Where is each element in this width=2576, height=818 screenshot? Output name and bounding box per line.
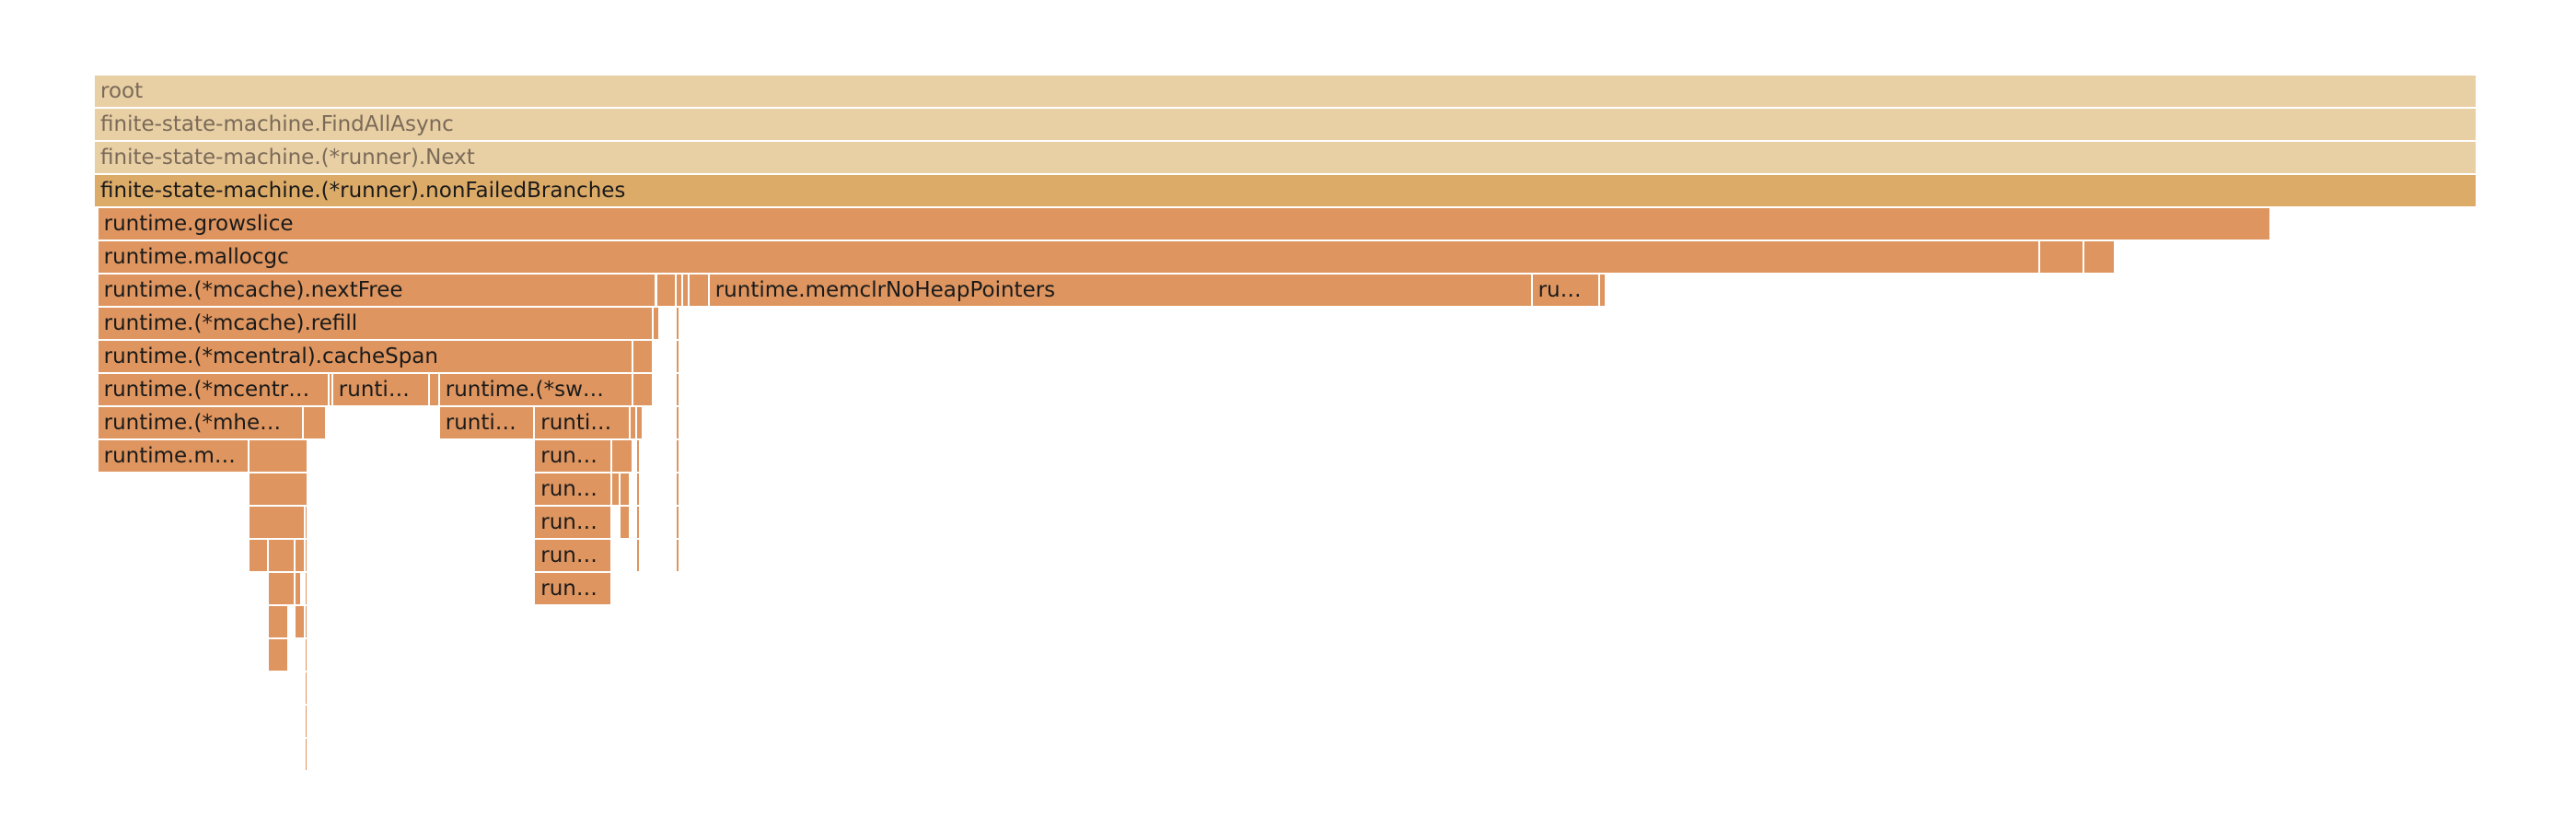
flame-frame[interactable]	[633, 374, 654, 405]
flame-frame[interactable]: runtime.(*mcentr…	[98, 374, 331, 405]
flame-frame[interactable]	[637, 540, 641, 571]
flame-frame[interactable]: finite-state-machine.FindAllAsync	[95, 109, 2477, 140]
flame-frame[interactable]: runtime.(*mcentral).cacheSpan	[98, 341, 634, 372]
flame-frame-label: runtime.(*mcache).refill	[103, 311, 358, 335]
flame-frame-label: runtime.m…	[103, 444, 236, 468]
flame-frame-label: run…	[540, 543, 598, 567]
flame-frame-label: finite-state-machine.(*runner).nonFailed…	[100, 179, 626, 203]
flame-frame[interactable]	[2039, 241, 2084, 273]
flame-frame[interactable]	[2083, 241, 2116, 273]
flame-frame[interactable]	[305, 639, 309, 671]
flame-frame-label: finite-state-machine.(*runner).Next	[100, 146, 475, 169]
flame-frame[interactable]	[305, 672, 309, 704]
flame-frame[interactable]	[295, 606, 306, 637]
flame-frame-label: runti…	[540, 411, 612, 435]
flame-frame[interactable]	[249, 507, 306, 538]
flame-frame[interactable]: root	[95, 76, 2477, 107]
flame-frame[interactable]	[249, 473, 309, 505]
flame-frame-label: run…	[540, 577, 598, 601]
flame-frame-label: run…	[540, 444, 598, 468]
flame-frame[interactable]	[637, 440, 641, 472]
flame-frame[interactable]	[269, 573, 296, 604]
flame-frame[interactable]: runtime.growslice	[98, 208, 2271, 240]
flame-frame-label: ru…	[1537, 278, 1582, 302]
flame-frame-label: runtime.mallocgc	[103, 245, 289, 269]
flame-frame[interactable]: runtime.(*mhe…	[98, 407, 304, 438]
flame-frame[interactable]	[676, 540, 680, 571]
flame-frame[interactable]	[612, 473, 621, 505]
flame-frame[interactable]	[305, 739, 309, 770]
flame-frame[interactable]: run…	[535, 507, 613, 538]
flame-frame-label: runtime.(*sw…	[445, 378, 604, 402]
flame-frame[interactable]	[249, 440, 309, 472]
flame-frame[interactable]	[676, 407, 680, 438]
flame-frame[interactable]	[305, 507, 309, 538]
flame-frame[interactable]	[633, 341, 654, 372]
flame-frame[interactable]	[305, 706, 309, 737]
flame-frame[interactable]	[269, 606, 289, 637]
flame-frame[interactable]	[656, 275, 677, 306]
flame-frame[interactable]: runtime.(*mcache).nextFree	[98, 275, 657, 306]
flame-frame[interactable]	[637, 507, 641, 538]
flame-frame[interactable]	[637, 407, 644, 438]
flame-frame-label: runti…	[338, 378, 410, 402]
flame-frame[interactable]	[676, 308, 680, 339]
flame-frame[interactable]	[305, 606, 309, 637]
flame-frame-label: runti…	[445, 411, 516, 435]
flame-frame[interactable]	[269, 540, 296, 571]
flame-frame[interactable]	[295, 573, 302, 604]
flame-frame-label: runtime.(*mcentr…	[103, 378, 310, 402]
flame-frame[interactable]: runti…	[439, 407, 536, 438]
flame-frame[interactable]	[676, 275, 683, 306]
flame-frame[interactable]: runti…	[535, 407, 631, 438]
flame-frame[interactable]	[612, 440, 634, 472]
flame-frame[interactable]: runtime.mallocgc	[98, 241, 2040, 273]
flame-frame-label: runtime.(*mcentral).cacheSpan	[103, 345, 438, 368]
flame-frame[interactable]: finite-state-machine.(*runner).Next	[95, 142, 2477, 173]
flame-frame[interactable]	[621, 473, 631, 505]
flame-frame[interactable]: run…	[535, 473, 613, 505]
flame-frame-label: run…	[540, 477, 598, 501]
flame-frame[interactable]	[676, 341, 680, 372]
flame-frame-label: runtime.growslice	[103, 212, 294, 236]
flame-frame[interactable]: runtime.(*mcache).refill	[98, 308, 654, 339]
flame-frame[interactable]	[682, 275, 690, 306]
flame-frame-label: run…	[540, 510, 598, 534]
flame-frame[interactable]	[676, 507, 680, 538]
flame-frame[interactable]: run…	[535, 573, 613, 604]
flame-frame[interactable]	[305, 573, 309, 604]
flame-frame[interactable]: finite-state-machine.(*runner).nonFailed…	[95, 175, 2477, 206]
flame-frame-label: runtime.memclrNoHeapPointers	[714, 278, 1056, 302]
flame-frame[interactable]	[621, 507, 631, 538]
flame-frame[interactable]	[305, 540, 309, 571]
flame-frame-label: root	[100, 79, 144, 103]
flame-frame[interactable]	[1599, 275, 1607, 306]
flame-frame[interactable]: runtime.m…	[98, 440, 249, 472]
flame-frame[interactable]: run…	[535, 440, 613, 472]
flame-frame[interactable]	[630, 407, 638, 438]
flame-frame[interactable]	[637, 473, 641, 505]
flame-frame[interactable]: runtime.memclrNoHeapPointers	[709, 275, 1533, 306]
flame-frame[interactable]	[653, 308, 661, 339]
flame-frame[interactable]: run…	[535, 540, 613, 571]
flame-frame[interactable]	[249, 540, 270, 571]
flame-frame[interactable]	[269, 639, 289, 671]
flame-frame[interactable]	[303, 407, 327, 438]
flame-frame[interactable]	[676, 374, 680, 405]
flame-frame[interactable]	[690, 275, 710, 306]
flame-frame[interactable]: runti…	[332, 374, 431, 405]
flame-frame[interactable]: ru…	[1532, 275, 1600, 306]
flame-frame[interactable]	[330, 374, 333, 405]
flame-frame[interactable]	[676, 440, 680, 472]
flame-frame[interactable]	[430, 374, 440, 405]
flame-frame[interactable]	[676, 473, 680, 505]
flame-frame-label: runtime.(*mhe…	[103, 411, 282, 435]
flame-frame[interactable]: runtime.(*sw…	[439, 374, 634, 405]
flame-frame-label: finite-state-machine.FindAllAsync	[100, 112, 454, 136]
flame-frame-label: runtime.(*mcache).nextFree	[103, 278, 403, 302]
flame-frame[interactable]	[295, 540, 306, 571]
